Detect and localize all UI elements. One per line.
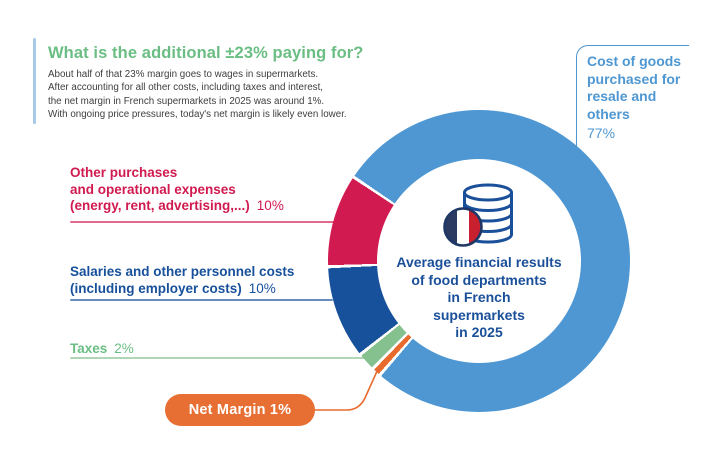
- page-title: What is the additional ±23% paying for?: [48, 44, 364, 62]
- label-line: (energy, rent, advertising,...) 10%: [70, 198, 284, 213]
- label-salaries: Salaries and other personnel costs (incl…: [70, 264, 294, 297]
- label-line: resale and: [587, 88, 657, 104]
- accent-bar: [33, 38, 36, 124]
- net-margin-badge: Net Margin 1%: [165, 394, 315, 426]
- label-line: Salaries and other personnel costs: [70, 264, 295, 279]
- connector-line-net-margin: [315, 368, 379, 411]
- center-title-line: in French: [447, 289, 511, 305]
- connector-line-taxes: [70, 357, 366, 359]
- center-title-line: Average financial results: [396, 254, 562, 270]
- net-margin-label: Net Margin 1%: [188, 402, 292, 418]
- label-line: purchased for: [587, 70, 681, 87]
- label-value: 10%: [248, 280, 276, 296]
- label-taxes: Taxes 2%: [70, 341, 134, 356]
- france-flag-icon: [443, 207, 483, 247]
- intro-line: the net margin in French supermarkets in…: [48, 95, 325, 107]
- label-value: 77%: [587, 125, 616, 141]
- intro-line: About half of that 23% margin goes to wa…: [48, 69, 319, 80]
- intro-line: With ongoing price pressures, today's ne…: [48, 109, 347, 121]
- label-value: 2%: [114, 341, 134, 356]
- center-title-line: in 2025: [455, 324, 503, 340]
- label-line: Other purchases: [70, 165, 178, 180]
- center-title-line: supermarkets: [433, 306, 525, 323]
- label-line: (including employer costs) 10%: [70, 280, 276, 296]
- label-line: Cost of goods: [587, 53, 682, 69]
- callout-frame-cost-of-goods: [576, 45, 689, 146]
- intro-line: After accounting for all other costs, in…: [48, 82, 324, 94]
- center-title-line: of food departments: [411, 271, 547, 288]
- label-value: 10%: [256, 198, 284, 213]
- label-cost-of-goods: Cost of goods purchased for resale and o…: [587, 53, 681, 143]
- label-line: and operational expenses: [70, 181, 236, 197]
- donut-hole: [377, 159, 581, 363]
- label-other-purchases: Other purchases and operational expenses…: [70, 165, 284, 215]
- connector-line-salaries: [70, 299, 333, 301]
- connector-line-other-purchases: [70, 221, 334, 223]
- label-line: others: [587, 105, 630, 122]
- intro-paragraph: About half of that 23% margin goes to wa…: [48, 68, 347, 122]
- chart-center-title: Average financial results of food depart…: [379, 254, 579, 342]
